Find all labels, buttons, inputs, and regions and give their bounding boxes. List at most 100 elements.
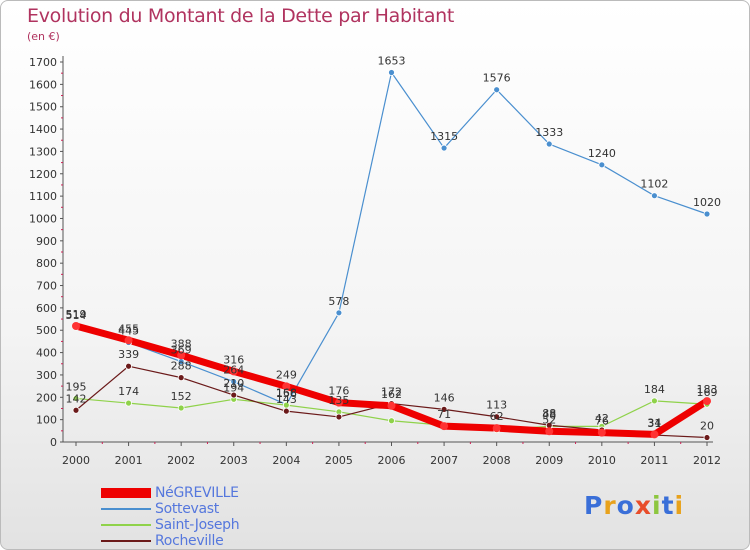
- data-point-n-greville: [282, 382, 291, 391]
- y-tick-label: 1200: [29, 168, 57, 181]
- logo-letter: i: [674, 491, 685, 520]
- data-point-sottevast: [598, 161, 606, 169]
- data-point-n-greville: [229, 367, 238, 376]
- data-label: 183: [697, 383, 718, 396]
- y-tick-label: 1700: [29, 56, 57, 69]
- data-point-rocheville: [440, 405, 448, 413]
- x-minor-tick: [101, 442, 103, 444]
- data-label: 369: [171, 344, 192, 357]
- y-tick-label: 900: [36, 235, 57, 248]
- data-point-n-greville: [177, 351, 186, 360]
- data-label: 169: [697, 386, 718, 399]
- data-label: 210: [223, 377, 244, 390]
- x-tick-label: 2006: [378, 454, 406, 467]
- x-tick-label: 2010: [588, 454, 616, 467]
- data-point-n-greville: [440, 422, 449, 431]
- data-label: 113: [486, 399, 507, 412]
- y-minor-tick: [61, 184, 63, 186]
- legend-swatch-negreville: [101, 488, 151, 498]
- x-minor-tick: [575, 442, 577, 444]
- x-minor-tick: [259, 442, 261, 444]
- data-point-n-greville: [124, 336, 133, 345]
- data-label: 172: [381, 386, 402, 399]
- x-minor-tick: [154, 442, 156, 444]
- data-point-rocheville: [230, 391, 238, 399]
- data-label: 1240: [588, 147, 616, 160]
- data-point-saint-joseph: [125, 399, 132, 407]
- y-tick-label: 400: [36, 347, 57, 360]
- data-point-sottevast: [651, 192, 658, 200]
- logo-letter: o: [616, 491, 635, 520]
- y-tick-label: 800: [36, 257, 57, 270]
- legend-label-sottevast: Sottevast: [155, 501, 219, 517]
- data-label: 20: [700, 420, 714, 433]
- y-minor-tick: [61, 72, 63, 74]
- y-tick-label: 1100: [29, 190, 57, 203]
- data-label: 174: [118, 385, 139, 398]
- data-label: 519: [66, 308, 87, 321]
- data-label: 62: [490, 410, 504, 423]
- x-tick-label: 2011: [640, 454, 668, 467]
- data-label: 143: [276, 393, 297, 406]
- data-point-n-greville: [72, 321, 80, 330]
- data-label: 52: [542, 413, 556, 426]
- data-label: 1020: [693, 196, 721, 209]
- y-minor-tick: [61, 206, 63, 208]
- y-tick-label: 600: [36, 302, 57, 315]
- data-point-sottevast: [335, 309, 343, 317]
- y-tick-label: 500: [36, 324, 57, 337]
- y-tick-label: 700: [36, 280, 57, 293]
- data-point-rocheville: [282, 407, 290, 415]
- data-point-n-greville: [387, 401, 396, 410]
- legend-label-saint-joseph: Saint-Joseph: [155, 517, 240, 533]
- y-tick-label: 1500: [29, 101, 57, 114]
- x-minor-tick: [417, 442, 419, 444]
- data-point-sottevast: [703, 210, 711, 218]
- data-point-sottevast: [545, 140, 553, 148]
- data-point-rocheville: [72, 406, 80, 414]
- data-label: 194: [223, 381, 244, 394]
- data-label: 1315: [430, 130, 458, 143]
- x-minor-tick: [680, 442, 682, 444]
- data-label: 71: [437, 408, 451, 421]
- data-point-sottevast: [493, 86, 501, 94]
- legend-swatch-sottevast: [101, 508, 151, 510]
- data-point-saint-joseph: [388, 417, 395, 425]
- data-label: 1576: [483, 72, 511, 85]
- x-minor-tick: [312, 442, 314, 444]
- legend-label-rocheville: Rocheville: [155, 533, 224, 549]
- chart-title: Evolution du Montant de la Dette par Hab…: [27, 5, 455, 27]
- x-tick-label: 2000: [62, 454, 90, 467]
- data-point-n-greville: [492, 424, 501, 433]
- x-minor-tick: [206, 442, 208, 444]
- x-minor-tick: [627, 442, 629, 444]
- data-point-saint-joseph: [177, 404, 185, 412]
- data-point-sottevast: [388, 69, 395, 76]
- data-label: 34: [647, 416, 661, 429]
- x-tick-label: 2004: [272, 454, 300, 467]
- data-label: 1102: [640, 178, 668, 191]
- y-minor-tick: [61, 318, 63, 320]
- data-point-sottevast: [230, 378, 238, 386]
- logo-letter: P: [584, 491, 604, 520]
- y-minor-tick: [61, 139, 63, 141]
- x-tick-label: 2007: [430, 454, 458, 467]
- legend-swatch-rocheville: [101, 540, 151, 542]
- data-label: 578: [328, 295, 349, 308]
- x-tick-label: 2012: [693, 454, 721, 467]
- y-tick-label: 1600: [29, 78, 57, 91]
- y-tick-label: 200: [36, 391, 57, 404]
- data-label: 288: [171, 360, 192, 373]
- data-label: 142: [66, 392, 87, 405]
- legend-label-negreville: NéGREVILLE: [155, 485, 239, 501]
- y-minor-tick: [61, 296, 63, 298]
- x-tick-label: 2003: [220, 454, 248, 467]
- legend-swatch-saint-joseph: [101, 524, 151, 526]
- data-label: 31: [647, 417, 661, 430]
- logo-letter: r: [603, 491, 617, 520]
- data-point-n-greville: [597, 428, 606, 437]
- data-label: 195: [66, 380, 87, 393]
- data-label: 1653: [378, 55, 406, 68]
- y-tick-label: 0: [50, 436, 57, 449]
- data-point-n-greville: [545, 427, 554, 436]
